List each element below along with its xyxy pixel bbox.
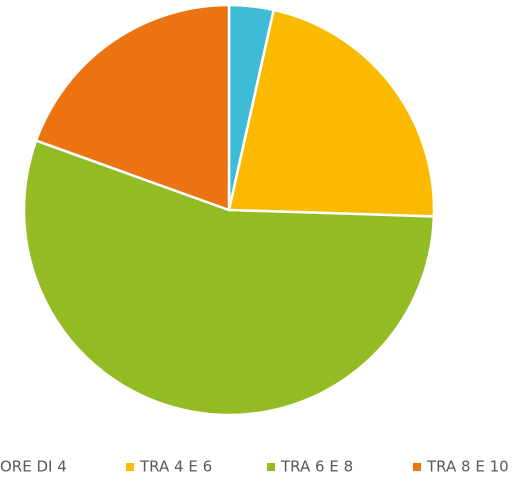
legend-marker xyxy=(413,463,421,471)
legend-marker xyxy=(267,463,275,471)
legend-label: ORE DI 4 xyxy=(0,458,67,476)
pie-slice xyxy=(34,3,231,212)
pie-slice xyxy=(227,8,436,218)
legend-label: TRA 4 E 6 xyxy=(139,458,212,476)
legend-marker xyxy=(126,463,134,471)
legend-label: TRA 8 E 10 xyxy=(426,458,509,476)
pie-slice xyxy=(22,138,436,417)
legend-label: TRA 6 E 8 xyxy=(280,458,353,476)
